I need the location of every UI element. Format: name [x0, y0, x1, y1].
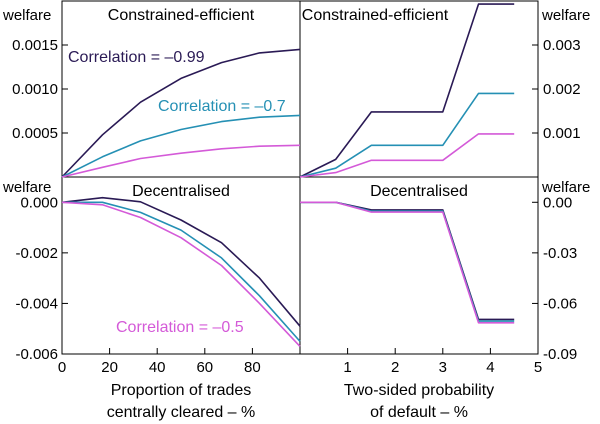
y-tick-label: -0.03: [543, 245, 577, 262]
unit-label-top-left: welfare: [2, 7, 51, 24]
x-tick-label: 2: [391, 359, 399, 376]
x-axis-title-left-line2: centrally cleared – %: [107, 404, 256, 421]
y-tick-label: -0.09: [543, 346, 577, 363]
series-line-bottom-left-3: [61, 201, 301, 347]
series-line-top-right-3: [299, 133, 515, 178]
series-line-top-left-1: [61, 48, 301, 178]
x-tick-label: 1: [343, 359, 351, 376]
y-tick-label: -0.006: [15, 346, 58, 363]
y-tick-label: 0.001: [543, 125, 581, 142]
annotation-correlation-099: Correlation = –0.99: [68, 49, 205, 66]
x-tick-label: 40: [149, 359, 166, 376]
x-tick-label: 4: [486, 359, 494, 376]
panel-title-top-left: Constrained-efficient: [108, 7, 255, 24]
series-line-bottom-left-1: [61, 196, 301, 327]
y-tick-label: -0.06: [543, 295, 577, 312]
panel-title-bottom-right: Decentralised: [370, 183, 468, 200]
annotation-correlation-07: Correlation = –0.7: [158, 98, 286, 115]
annotation-correlation-05: Correlation = –0.5: [116, 319, 244, 336]
x-tick-label: 3: [439, 359, 447, 376]
series-line-bottom-left-2: [62, 201, 301, 342]
x-tick-label: 80: [244, 359, 261, 376]
series-line-bottom-right-3: [300, 201, 515, 324]
x-tick-label: 60: [196, 359, 213, 376]
unit-label-bottom-right: welfare: [541, 179, 590, 196]
x-tick-label: 0: [58, 359, 66, 376]
y-tick-label: 0.0015: [12, 37, 58, 54]
series-line-top-left-3: [61, 144, 301, 178]
y-tick-label: -0.002: [15, 245, 58, 262]
panel-title-bottom-left: Decentralised: [132, 183, 230, 200]
x-axis-title-left-line1: Proportion of trades: [111, 382, 252, 399]
unit-label-top-right: welfare: [541, 7, 590, 24]
x-tick-label: 5: [534, 359, 542, 376]
x-tick-label: 20: [101, 359, 118, 376]
y-tick-label: 0.00: [543, 194, 572, 211]
y-tick-label: 0.0005: [12, 125, 58, 142]
panel-title-top-right: Constrained-efficient: [302, 7, 449, 24]
x-axis-title-right-line1: Two-sided probability: [344, 382, 494, 399]
series-line-top-right-2: [299, 92, 515, 178]
series-line-bottom-right-1: [300, 201, 515, 321]
y-tick-label: 0.003: [543, 37, 581, 54]
series-line-top-left-2: [61, 114, 301, 178]
y-tick-label: 0.002: [543, 81, 581, 98]
x-axis-title-right-line2: of default – %: [370, 404, 468, 421]
chart-marks: 0.00050.00100.00150.0010.0020.0030.000-0…: [12, 3, 581, 376]
y-tick-label: -0.004: [15, 295, 58, 312]
unit-label-bottom-left: welfare: [2, 179, 51, 196]
series-line-bottom-right-2: [300, 201, 515, 322]
y-tick-label: 0.000: [20, 194, 58, 211]
series-line-top-right-1: [299, 3, 515, 178]
y-tick-label: 0.0010: [12, 81, 58, 98]
